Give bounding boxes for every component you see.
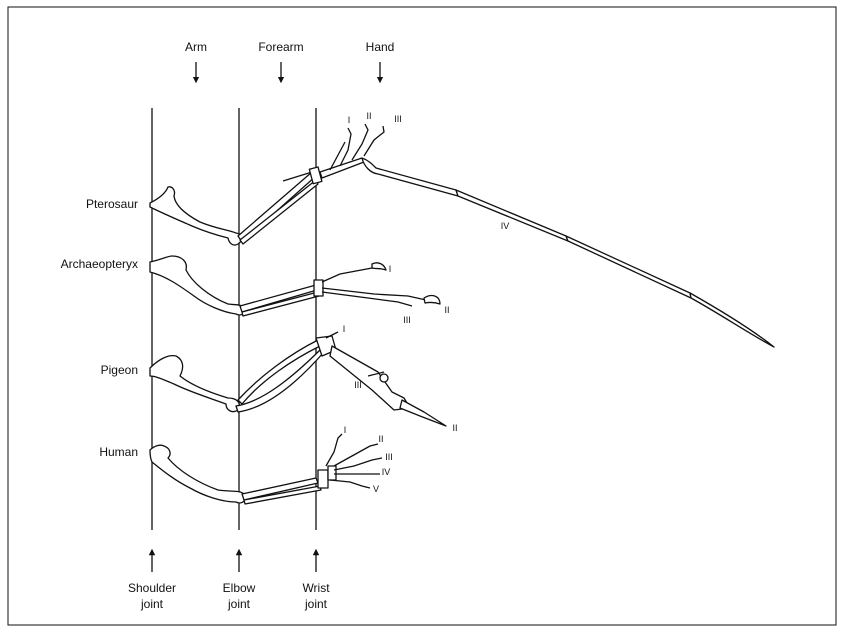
shoulder-joint-label-1: Shoulder bbox=[128, 581, 176, 595]
pterosaur-digit-III: III bbox=[394, 114, 402, 124]
pigeon-digit-II: II bbox=[452, 423, 457, 433]
arm-label: Arm bbox=[185, 40, 207, 54]
elbow-joint-label-1: Elbow bbox=[223, 581, 256, 595]
human-skeleton bbox=[149, 433, 383, 505]
forearm-label: Forearm bbox=[258, 40, 303, 54]
wrist-joint-label-1: Wrist bbox=[302, 581, 330, 595]
pterosaur-label: Pterosaur bbox=[86, 197, 138, 211]
archaeopteryx-digit-II: II bbox=[444, 305, 449, 315]
pterosaur-digit-I: I bbox=[348, 115, 351, 125]
shoulder-joint-label-2: joint bbox=[140, 597, 164, 611]
human-digit-III: III bbox=[385, 452, 393, 462]
archaeopteryx-digit-I: I bbox=[389, 264, 392, 274]
human-digit-V: V bbox=[373, 484, 379, 494]
archaeopteryx-skeleton bbox=[149, 255, 441, 317]
archaeopteryx-digit-III: III bbox=[403, 315, 411, 325]
pigeon-label: Pigeon bbox=[101, 363, 138, 377]
human-digit-IV: IV bbox=[382, 467, 391, 477]
pigeon-skeleton bbox=[149, 331, 447, 427]
pigeon-digit-III: III bbox=[354, 380, 362, 390]
pterosaur-digit-IV: IV bbox=[501, 221, 510, 231]
human-digit-II: II bbox=[378, 434, 383, 444]
pterosaur-skeleton bbox=[149, 123, 775, 348]
human-label: Human bbox=[99, 445, 138, 459]
elbow-joint-label-2: joint bbox=[227, 597, 251, 611]
figure-frame bbox=[7, 6, 837, 626]
wrist-joint-label-2: joint bbox=[304, 597, 328, 611]
pigeon-digit-I: I bbox=[343, 324, 346, 334]
human-digit-I: I bbox=[344, 425, 347, 435]
archaeopteryx-label: Archaeopteryx bbox=[61, 257, 138, 271]
hand-label: Hand bbox=[366, 40, 395, 54]
pterosaur-digit-II: II bbox=[366, 111, 371, 121]
